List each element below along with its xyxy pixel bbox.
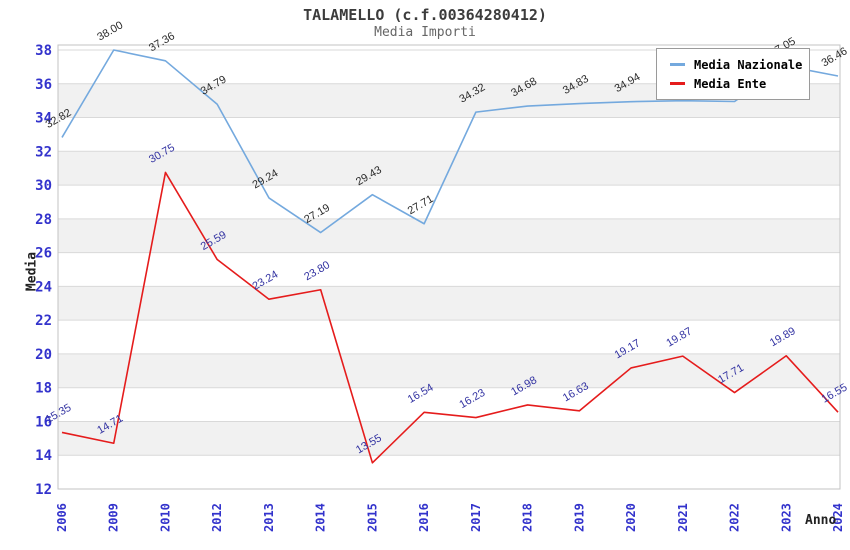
x-tick-label: 2010 [158,503,172,532]
x-tick-label: 2023 [779,503,793,532]
data-label-media-ente: 16.23 [457,387,487,411]
chart-subtitle: Media Importi [374,25,476,40]
legend-item-media-ente: Media Ente [670,77,809,91]
band [58,421,840,456]
y-tick-label: 18 [35,381,52,397]
x-tick-label: 2020 [624,503,638,532]
legend: Media Nazionale Media Ente [656,48,810,100]
series-media-ente-line [61,171,839,464]
y-tick-label: 28 [35,212,52,228]
band [58,218,840,253]
y-tick-labels: 12 14 16 18 20 22 24 26 28 30 32 34 36 38 [35,43,52,498]
x-tick-label: 2022 [728,503,742,532]
data-label-media-ente: 19.89 [768,325,798,349]
band [58,353,840,388]
legend-swatch-media-nazionale-icon [670,63,685,66]
y-tick-label: 32 [35,144,52,160]
plot-border [57,44,841,490]
x-tick-label: 2014 [314,503,328,532]
x-tick-label: 2012 [210,503,224,532]
x-axis-title: Anno [805,513,837,528]
y-tick-label: 22 [35,313,52,329]
x-tick-label: 2018 [521,503,535,532]
line-media-nazionale [61,49,839,234]
x-tick-label: 2024 [831,503,845,532]
band [58,286,840,321]
y-tick-label: 34 [35,111,52,127]
x-tick-label: 2013 [262,503,276,532]
x-tick-label: 2021 [676,503,690,532]
y-tick-label: 20 [35,347,52,363]
plot-bands [58,83,840,456]
x-tick-labels: 2006 2009 2010 2012 2013 2014 2015 2016 2017 2018… [55,503,845,532]
x-tick-label: 2019 [572,503,586,532]
data-label-media-ente: 19.87 [664,325,694,349]
y-tick-label: 26 [35,246,52,262]
data-label-media-ente: 23.80 [302,259,332,283]
y-axis-title: Media [24,251,40,292]
legend-item-media-nazionale: Media Nazionale [670,58,809,72]
legend-label-media-ente: Media Ente [694,76,767,91]
chart-title: TALAMELLO (c.f.00364280412) [303,6,547,24]
series-media-nazionale-line [61,49,839,234]
x-tick-label: 2009 [107,503,121,532]
y-tick-label: 24 [35,279,52,295]
y-tick-label: 16 [35,414,52,430]
y-tick-label: 38 [35,43,52,59]
band [58,151,840,186]
y-tick-label: 30 [35,178,52,194]
x-tick-label: 2017 [469,503,483,532]
y-tick-label: 36 [35,77,52,93]
y-tick-label: 12 [35,482,52,498]
x-tick-label: 2015 [365,503,379,532]
line-media-ente [61,171,839,464]
data-label-media-nazionale: 36.46 [820,45,850,69]
x-tick-label: 2016 [417,503,431,532]
legend-swatch-media-ente-icon [670,82,685,85]
y-tick-label: 14 [35,448,52,464]
x-tick-label: 2006 [55,503,69,532]
data-label-media-nazionale: 27.71 [406,193,436,217]
legend-label-media-nazionale: Media Nazionale [694,57,803,72]
